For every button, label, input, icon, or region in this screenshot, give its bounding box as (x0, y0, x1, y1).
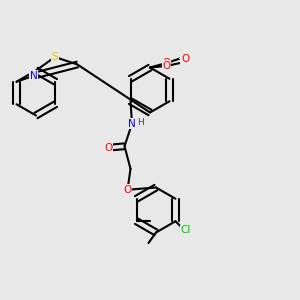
Text: O: O (182, 56, 183, 57)
Text: O: O (123, 185, 132, 195)
Text: O: O (181, 53, 189, 64)
Text: N: N (128, 119, 136, 129)
Text: Cl: Cl (181, 225, 191, 235)
Text: O: O (179, 58, 181, 59)
Text: H: H (137, 118, 144, 127)
Text: O: O (104, 143, 112, 153)
Text: O: O (162, 58, 171, 68)
Text: O: O (162, 61, 171, 71)
Text: S: S (52, 52, 58, 62)
Text: N: N (30, 71, 38, 81)
